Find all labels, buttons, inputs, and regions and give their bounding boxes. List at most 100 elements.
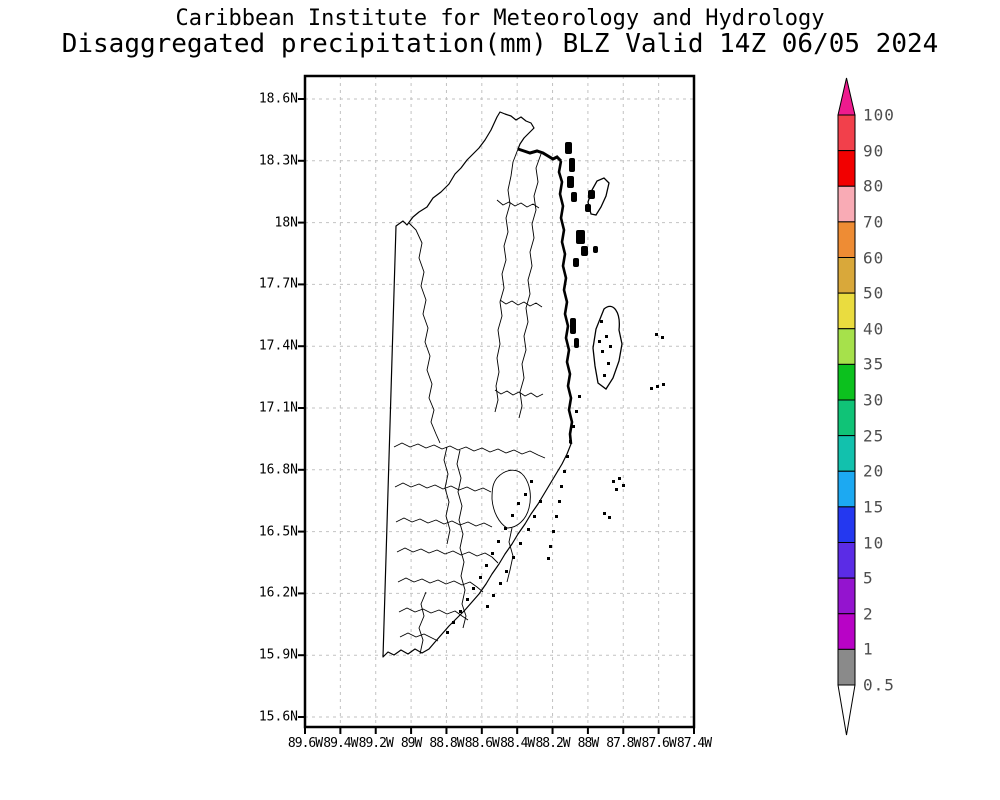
colorbar-value-label: 0.5 bbox=[863, 675, 895, 695]
caye-dot bbox=[539, 500, 542, 503]
caye-dot bbox=[572, 425, 575, 428]
caye-island bbox=[593, 246, 598, 253]
colorbar-value-label: 1 bbox=[863, 639, 874, 659]
caye-dot bbox=[519, 542, 522, 545]
colorbar-value-label: 80 bbox=[863, 176, 885, 196]
lon-tick-label: 88.8W bbox=[429, 736, 464, 751]
colorbar-segment bbox=[837, 399, 856, 437]
caye-dot bbox=[609, 345, 612, 348]
lon-tick-label: 89.6W bbox=[287, 736, 323, 751]
colorbar-value-label: 2 bbox=[863, 604, 874, 624]
caye-dot bbox=[533, 515, 536, 518]
caye-island bbox=[574, 338, 579, 348]
colorbar-segment bbox=[837, 221, 856, 258]
colorbar-value-label: 30 bbox=[863, 390, 885, 410]
watershed-boundary bbox=[499, 299, 543, 308]
colorbar-value-label: 10 bbox=[863, 533, 885, 552]
lon-tick-label: 89W bbox=[400, 736, 423, 751]
caye-dot bbox=[603, 512, 606, 515]
watershed-boundary bbox=[395, 517, 493, 528]
caye-dot bbox=[656, 385, 659, 388]
lon-tick-label: 89.4W bbox=[323, 736, 358, 751]
caye-island bbox=[585, 204, 591, 212]
lat-tick-label: 15.6N bbox=[258, 709, 298, 725]
caye-dot bbox=[615, 488, 618, 491]
caye-dot bbox=[612, 480, 615, 483]
caye-dot bbox=[479, 576, 482, 579]
caye-island bbox=[570, 318, 576, 334]
caye-dot bbox=[608, 516, 611, 519]
caye-island bbox=[588, 190, 595, 199]
page-subtitle: Disaggregated precipitation(mm) BLZ Vali… bbox=[61, 29, 939, 59]
caye-dot bbox=[527, 528, 530, 531]
caye-dot bbox=[563, 470, 566, 473]
caye-dot bbox=[512, 556, 515, 559]
lon-tick-label: 87.8W bbox=[606, 736, 641, 751]
caye-dot bbox=[655, 333, 658, 336]
caye-dot bbox=[607, 362, 610, 365]
colorbar-segment bbox=[837, 542, 856, 579]
colorbar-value-label: 50 bbox=[863, 283, 885, 303]
colorbar-value-label: 70 bbox=[863, 212, 885, 232]
colorbar-segment bbox=[837, 577, 856, 615]
lon-tick-label: 88.6W bbox=[464, 736, 500, 751]
caye-dot bbox=[598, 340, 601, 343]
caye-dot bbox=[622, 484, 625, 487]
caye-island bbox=[567, 176, 574, 188]
lat-tick-label: 16.5N bbox=[258, 524, 298, 540]
caye-dot bbox=[472, 587, 475, 590]
colorbar-value-label: 20 bbox=[863, 461, 885, 481]
colorbar-segment bbox=[837, 506, 856, 543]
caye-dot bbox=[575, 410, 578, 413]
caye-dot bbox=[555, 515, 558, 518]
lon-tick-label: 88.4W bbox=[500, 736, 535, 751]
colorbar-segment bbox=[837, 648, 856, 686]
watershed-boundary bbox=[456, 449, 467, 629]
lat-tick-label: 15.9N bbox=[258, 647, 298, 663]
watershed-boundary bbox=[399, 632, 439, 642]
caye-dot bbox=[600, 320, 603, 323]
caye-dot bbox=[491, 552, 494, 555]
caye-dot bbox=[605, 335, 608, 338]
watershed-boundary bbox=[496, 199, 540, 209]
lat-tick-label: 18.3N bbox=[258, 153, 298, 169]
caye-dot bbox=[530, 480, 533, 483]
watershed-boundary bbox=[494, 389, 544, 398]
watershed-boundary bbox=[396, 547, 499, 564]
caye-dot bbox=[603, 374, 606, 377]
watershed-boundary bbox=[506, 527, 514, 583]
caye-dot bbox=[549, 545, 552, 548]
colorbar-arrow-bottom bbox=[837, 684, 856, 736]
caye-dot bbox=[452, 621, 455, 624]
colorbar-value-label: 25 bbox=[863, 426, 885, 446]
caye-dot bbox=[560, 485, 563, 488]
bay-coastline bbox=[517, 147, 563, 163]
lat-tick-label: 16.8N bbox=[258, 462, 298, 478]
colorbar-segment bbox=[837, 292, 856, 330]
colorbar-value-label: 60 bbox=[863, 248, 885, 267]
watershed-boundary bbox=[397, 577, 484, 593]
colorbar-arrow-top bbox=[837, 77, 856, 116]
lon-tick-label: 88W bbox=[577, 736, 600, 751]
lat-tick-label: 16.2N bbox=[258, 585, 298, 601]
colorbar-segment bbox=[837, 150, 856, 187]
caye-dot bbox=[446, 631, 449, 634]
caye-dot bbox=[466, 598, 469, 601]
watershed-boundary bbox=[518, 153, 542, 419]
caye-dot bbox=[485, 564, 488, 567]
caye-dot bbox=[558, 500, 561, 503]
colorbar-segment bbox=[837, 470, 856, 508]
caye-dot bbox=[662, 383, 665, 386]
caye-dot bbox=[492, 594, 495, 597]
caye-dot bbox=[618, 477, 621, 480]
page-title: Caribbean Institute for Meteorology and … bbox=[175, 6, 825, 31]
colorbar-value-label: 5 bbox=[863, 568, 874, 588]
caye-dot bbox=[486, 605, 489, 608]
atoll-outline bbox=[592, 305, 623, 390]
caye-island bbox=[571, 192, 577, 202]
caye-island bbox=[565, 142, 572, 154]
colorbar-segment bbox=[837, 328, 856, 365]
caye-dot bbox=[547, 557, 550, 560]
caye-island bbox=[573, 258, 579, 267]
colorbar-segment bbox=[837, 257, 856, 294]
